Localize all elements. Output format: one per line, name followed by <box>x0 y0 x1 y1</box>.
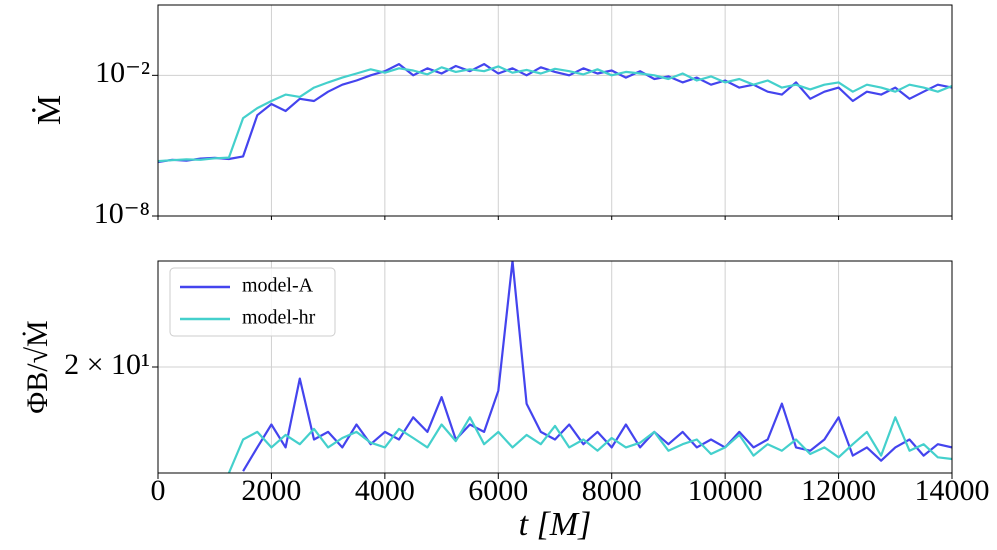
x-tick-label: 4000 <box>355 474 415 507</box>
data-line <box>158 62 952 164</box>
x-axis-label: t [M] <box>519 506 592 543</box>
y-tick-label: 10⁻⁸ <box>94 197 150 230</box>
plot-area <box>227 261 952 473</box>
x-tick-label: 14000 <box>915 474 990 507</box>
data-line <box>242 261 952 472</box>
x-tick-label: 10000 <box>688 474 763 507</box>
x-tick-label: 6000 <box>468 474 528 507</box>
x-tick-label: 8000 <box>582 474 642 507</box>
legend-label: model-A <box>242 275 314 297</box>
legend-label: model-hr <box>242 307 316 329</box>
y-axis-label: Ṁ <box>31 95 68 125</box>
data-line <box>227 416 952 473</box>
y-axis-label: ΦB/√Ṁ <box>21 320 54 413</box>
axes-frame <box>157 260 953 474</box>
x-tick-label: 2000 <box>241 474 301 507</box>
y-tick-label: 10⁻² <box>95 56 150 89</box>
x-tick-label: 12000 <box>801 474 876 507</box>
axes-frame <box>157 4 953 217</box>
data-line <box>158 65 952 163</box>
y-tick-label: 2 × 10¹ <box>64 348 150 381</box>
x-tick-label: 0 <box>151 474 166 507</box>
plot-area <box>158 62 952 164</box>
